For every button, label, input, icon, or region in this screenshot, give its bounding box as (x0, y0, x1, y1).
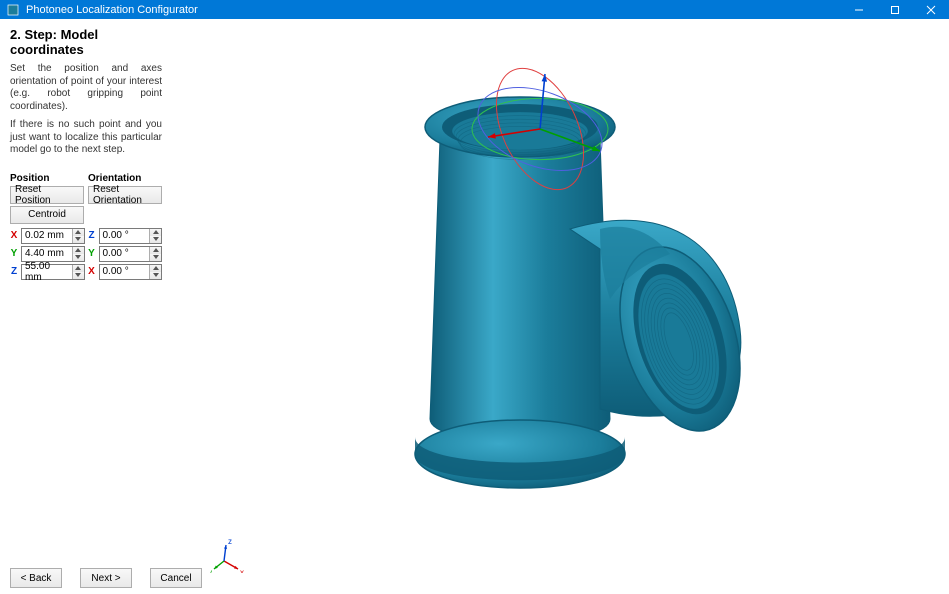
left-panel: 2. Step: Model coordinates Set the posit… (0, 19, 170, 594)
spin-up-icon[interactable] (73, 229, 84, 236)
close-button[interactable] (913, 0, 949, 19)
ori-y-axis-label: Y (88, 248, 96, 259)
cancel-button[interactable]: Cancel (150, 568, 202, 588)
reset-position-button[interactable]: Reset Position (10, 186, 84, 204)
spin-down-icon[interactable] (150, 236, 161, 243)
ori-z-axis-label: Z (88, 230, 96, 241)
model-render (170, 19, 949, 591)
spin-up-icon[interactable] (150, 247, 161, 254)
step-title: 2. Step: Model coordinates (10, 27, 162, 57)
next-button[interactable]: Next > (80, 568, 132, 588)
pos-y-input[interactable]: 4.40 mm (21, 246, 85, 262)
pos-y-axis-label: Y (10, 248, 18, 259)
3d-viewport[interactable] (170, 19, 949, 594)
centroid-button[interactable]: Centroid (10, 206, 84, 224)
svg-text:y: y (210, 568, 212, 573)
titlebar: Photoneo Localization Configurator (0, 0, 949, 19)
wizard-footer: < Back Next > Cancel (10, 568, 202, 588)
spin-up-icon[interactable] (150, 229, 161, 236)
instructions-1: Set the position and axes orientation of… (10, 63, 162, 113)
pos-x-axis-label: X (10, 230, 18, 241)
instructions-2: If there is no such point and you just w… (10, 119, 162, 157)
coordinates-form: Position Reset Position Centroid Orienta… (10, 173, 162, 280)
reset-orientation-button[interactable]: Reset Orientation (88, 186, 162, 204)
orientation-label: Orientation (88, 173, 162, 184)
pos-z-input[interactable]: 55.00 mm (21, 264, 85, 280)
back-button[interactable]: < Back (10, 568, 62, 588)
spin-down-icon[interactable] (150, 272, 161, 279)
spin-up-icon[interactable] (150, 265, 161, 272)
minimize-button[interactable] (841, 0, 877, 19)
spin-down-icon[interactable] (73, 236, 84, 243)
maximize-button[interactable] (877, 0, 913, 19)
svg-text:x: x (240, 568, 244, 573)
position-label: Position (10, 173, 84, 184)
svg-text:z: z (228, 537, 232, 546)
window-title: Photoneo Localization Configurator (26, 4, 841, 16)
ori-z-input[interactable]: 0.00 ° (99, 228, 163, 244)
app-icon (6, 3, 20, 17)
pos-z-axis-label: Z (10, 266, 18, 277)
axis-triad: x y z (210, 537, 246, 576)
ori-x-axis-label: X (88, 266, 96, 277)
ori-x-input[interactable]: 0.00 ° (99, 264, 163, 280)
pos-x-input[interactable]: 0.02 mm (21, 228, 85, 244)
spin-up-icon[interactable] (73, 265, 84, 272)
ori-y-input[interactable]: 0.00 ° (99, 246, 163, 262)
spin-up-icon[interactable] (73, 247, 84, 254)
spin-down-icon[interactable] (73, 254, 84, 261)
spin-down-icon[interactable] (73, 272, 84, 279)
spin-down-icon[interactable] (150, 254, 161, 261)
